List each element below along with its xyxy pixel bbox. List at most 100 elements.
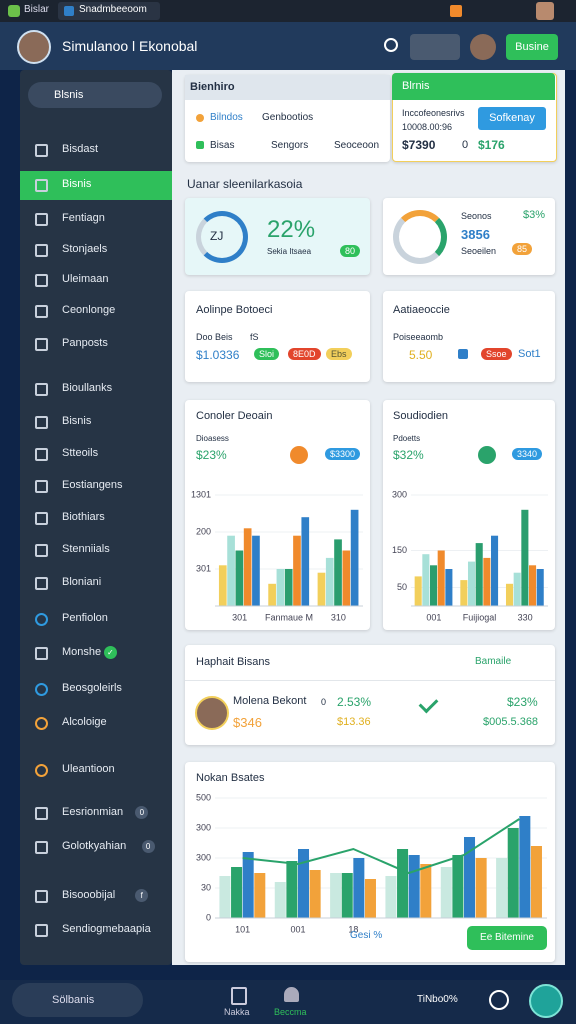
tab-icon xyxy=(64,6,74,16)
bar xyxy=(536,569,544,606)
kpi-value: $3% xyxy=(523,209,546,221)
sidebar-item[interactable]: Golotkyahian xyxy=(62,840,127,852)
overview-tab[interactable]: Seoceoon xyxy=(334,140,380,151)
sidebar-icon xyxy=(35,416,48,429)
sidebar-item[interactable]: Eostiangens xyxy=(62,479,123,491)
overview-header xyxy=(185,75,390,100)
sidebar-item[interactable]: Beosgoleirls xyxy=(62,682,122,694)
sidebar-item[interactable]: Uleimaan xyxy=(62,273,109,285)
bar xyxy=(274,882,286,918)
sidebar-icon xyxy=(35,717,48,730)
chip[interactable]: 8E0D xyxy=(288,348,321,360)
sidebar-item[interactable]: Alcoloige xyxy=(62,716,107,728)
sidebar-item[interactable]: Stenniials xyxy=(62,543,110,555)
bar xyxy=(496,858,508,918)
sidebar-item[interactable]: Sendiogmebaapia xyxy=(62,923,151,935)
card-title: Haphait Bisans xyxy=(196,656,270,668)
bar xyxy=(242,852,254,918)
bar xyxy=(231,867,243,918)
bar xyxy=(284,569,293,606)
chart: 50 150 300 001 Fuijiogal 330 xyxy=(392,489,548,622)
bar xyxy=(422,554,430,606)
chip[interactable]: Ssoe xyxy=(481,348,512,360)
sidebar-item[interactable]: Panposts xyxy=(62,337,108,349)
overview-tab[interactable]: Bisas xyxy=(210,140,235,151)
ring-label: ZJ xyxy=(210,229,224,243)
divider xyxy=(185,680,555,681)
overview-tab[interactable]: Genbootios xyxy=(262,112,314,123)
action-button[interactable]: Ee Bitemine xyxy=(467,926,547,950)
bottom-pill[interactable] xyxy=(12,983,143,1017)
bar xyxy=(268,583,276,606)
avatar[interactable] xyxy=(470,34,496,60)
sidebar-icon xyxy=(35,338,48,351)
nav-icon[interactable] xyxy=(231,987,247,1005)
avatar[interactable] xyxy=(17,30,51,64)
avatar xyxy=(195,696,229,730)
window-icons xyxy=(450,5,462,17)
dropdown[interactable]: Bamaile xyxy=(475,656,512,667)
x-tick-label: 310 xyxy=(331,612,346,622)
info-icon[interactable] xyxy=(489,990,509,1010)
sidebar-item[interactable]: Bisnis xyxy=(62,415,92,427)
chip[interactable]: Ebs xyxy=(326,348,352,360)
nav-label[interactable]: Beccma xyxy=(274,1007,307,1017)
chart-chip[interactable]: $3300 xyxy=(325,448,361,460)
sidebar-item[interactable]: Bioullanks xyxy=(62,382,113,394)
tab-icon xyxy=(8,5,20,17)
chip[interactable]: Gesi % xyxy=(350,930,383,941)
right-rate: $23% xyxy=(507,695,538,709)
card-sub: Poiseeaomb xyxy=(393,332,444,342)
card-sub: fS xyxy=(250,332,259,342)
bar xyxy=(341,873,353,918)
sidebar-item[interactable]: Bloniani xyxy=(62,576,102,588)
sidebar-item[interactable]: Bisdast xyxy=(62,143,99,155)
sidebar-icon xyxy=(35,448,48,461)
overview-tab[interactable]: Bilndos xyxy=(210,112,243,123)
sidebar-item[interactable]: Penfiolon xyxy=(62,612,108,624)
y-tick-label: 50 xyxy=(397,582,407,592)
chip[interactable]: Sloi xyxy=(254,348,280,360)
tab[interactable] xyxy=(58,2,160,20)
sidebar-item[interactable]: Uleantioon xyxy=(62,763,115,775)
sidebar-item[interactable]: Stteoils xyxy=(62,447,99,459)
popup-button[interactable]: Sofkenay xyxy=(478,107,546,130)
nav-icon[interactable] xyxy=(284,987,299,1002)
sidebar-item[interactable]: Monshe xyxy=(62,646,102,658)
bar xyxy=(440,867,452,918)
overview-tab[interactable]: Sengors xyxy=(271,140,309,151)
sidebar-badge: ✓ xyxy=(103,646,117,659)
sidebar-search[interactable] xyxy=(28,82,162,108)
info-card xyxy=(383,291,555,382)
popup-mid: 0 xyxy=(462,139,469,151)
card-sub: Doo Beis xyxy=(196,332,233,342)
avatar xyxy=(536,2,554,20)
bar xyxy=(385,876,397,918)
sidebar-icon xyxy=(35,512,48,525)
chart: 301 200 1301 301 Fanmaue M 310 xyxy=(191,489,363,622)
sidebar-item[interactable]: Stonjaels xyxy=(62,243,108,255)
bar xyxy=(507,828,519,918)
chart-title: Nokan Bsates xyxy=(196,772,265,784)
bar xyxy=(235,550,244,606)
search-icon[interactable] xyxy=(384,38,398,52)
fab[interactable] xyxy=(529,984,563,1018)
nav-label[interactable]: Nakka xyxy=(224,1007,250,1017)
user-button[interactable] xyxy=(410,34,460,60)
sidebar-item[interactable]: Bisooobijal xyxy=(62,889,116,901)
x-tick-label: Fuijiogal xyxy=(463,612,497,622)
chart-title: Soudiodien xyxy=(393,410,449,422)
chart-chip[interactable]: 3340 xyxy=(512,448,543,460)
sidebar-item[interactable]: Eesrionmian xyxy=(62,806,124,818)
sidebar-item[interactable]: Ceonlonge xyxy=(62,304,116,316)
dot xyxy=(196,114,204,122)
tab[interactable]: Bislar xyxy=(24,4,50,15)
bar xyxy=(429,565,438,606)
bar xyxy=(298,849,310,918)
y-tick-label: 300 xyxy=(196,822,211,832)
sidebar-item[interactable]: Bisnis xyxy=(62,178,92,190)
sidebar-item[interactable]: Fentiagn xyxy=(62,212,105,224)
header-button[interactable]: Busine xyxy=(506,34,558,60)
sidebar-item[interactable]: Biothiars xyxy=(62,511,105,523)
sidebar-icon xyxy=(35,841,48,854)
